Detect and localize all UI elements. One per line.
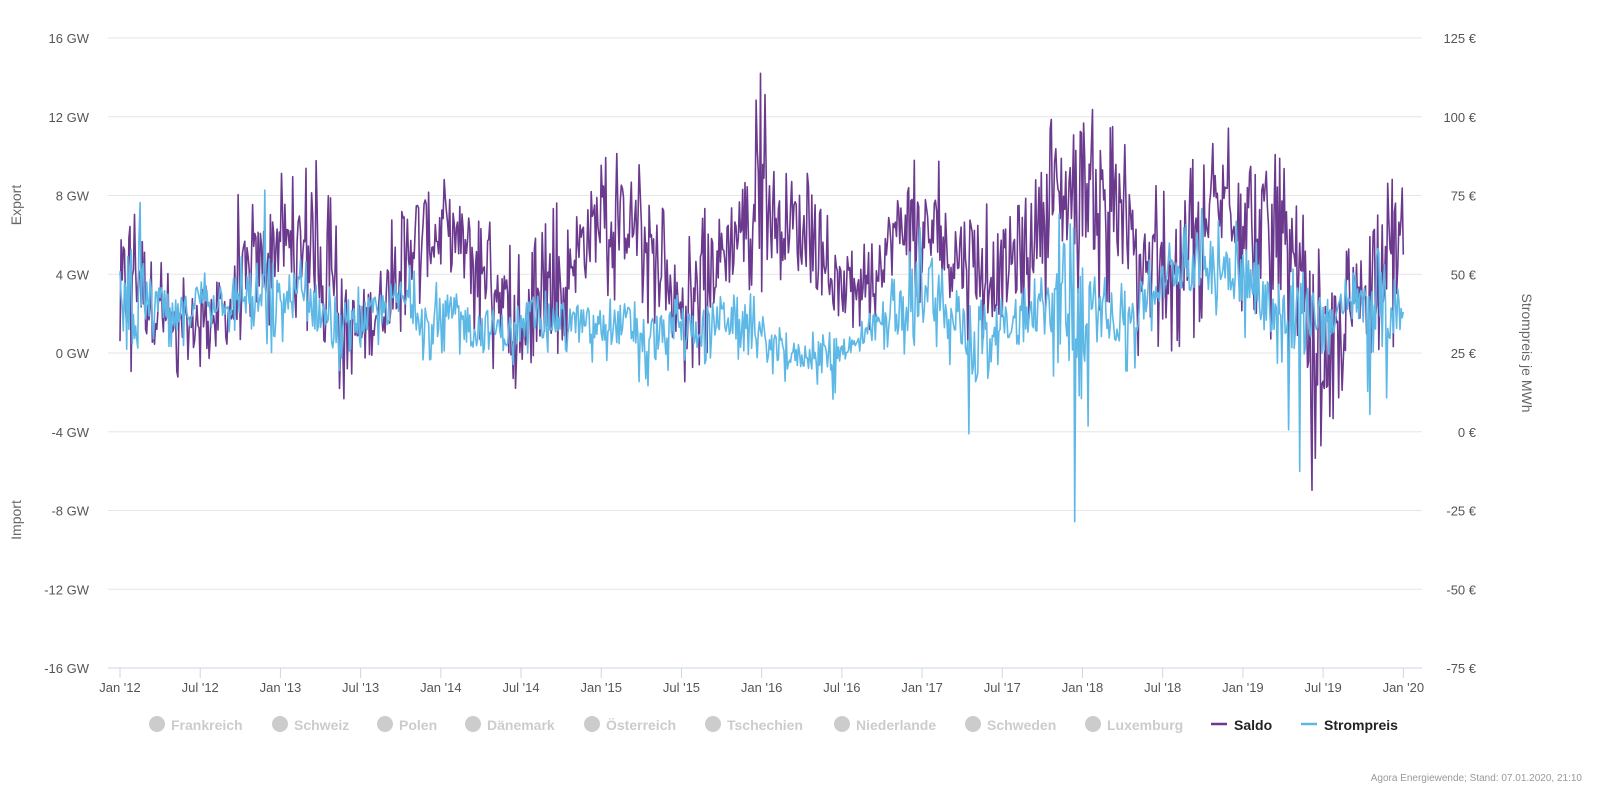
y-left-tick-label: 8 GW	[56, 189, 90, 204]
y-axis-title-import: Import	[8, 500, 24, 540]
legend-item-saldo[interactable]: Saldo	[1211, 717, 1272, 733]
y-right-tick-label: 75 €	[1451, 189, 1477, 204]
x-tick-label: Jul '15	[663, 680, 700, 695]
y-left-tick-label: -12 GW	[44, 582, 90, 597]
legend-marker-circle	[377, 716, 393, 732]
x-tick-label: Jan '18	[1062, 680, 1104, 695]
x-tick-label: Jan '20	[1383, 680, 1425, 695]
x-tick-label: Jul '18	[1144, 680, 1181, 695]
x-tick-label: Jul '17	[984, 680, 1021, 695]
x-tick-label: Jan '16	[741, 680, 783, 695]
x-tick-label: Jul '14	[502, 680, 539, 695]
legend-item-frankreich[interactable]: Frankreich	[149, 716, 243, 733]
legend-marker-circle	[584, 716, 600, 732]
y-left-tick-label: -4 GW	[51, 425, 89, 440]
legend-item-schweden[interactable]: Schweden	[965, 716, 1056, 733]
legend-marker-circle	[834, 716, 850, 732]
legend-item-polen[interactable]: Polen	[377, 716, 437, 733]
legend-item-schweiz[interactable]: Schweiz	[272, 716, 349, 733]
y-right-tick-label: 50 €	[1451, 267, 1477, 282]
y-left-tick-label: 0 GW	[56, 346, 90, 361]
legend-marker-circle	[705, 716, 721, 732]
legend-label: Frankreich	[171, 717, 243, 733]
legend-label: Schweden	[987, 717, 1056, 733]
y-left-tick-label: -8 GW	[51, 504, 89, 519]
legend-item-dänemark[interactable]: Dänemark	[465, 716, 555, 733]
y-left-tick-label: -16 GW	[44, 661, 90, 676]
legend-label: Dänemark	[487, 717, 555, 733]
legend-item-strompreis[interactable]: Strompreis	[1301, 717, 1398, 733]
y-axis-title-right: Strompreis je MWh	[1519, 293, 1535, 412]
x-tick-label: Jan '15	[580, 680, 622, 695]
x-tick-label: Jan '14	[420, 680, 462, 695]
x-tick-label: Jul '16	[823, 680, 860, 695]
legend-label: Schweiz	[294, 717, 349, 733]
y-left-tick-label: 4 GW	[56, 267, 90, 282]
legend-label: Polen	[399, 717, 437, 733]
y-right-tick-label: 25 €	[1451, 346, 1477, 361]
legend-marker-circle	[965, 716, 981, 732]
source-credit: Agora Energiewende; Stand: 07.01.2020, 2…	[1370, 773, 1582, 784]
legend-label: Strompreis	[1324, 717, 1398, 733]
series-layer	[119, 72, 1405, 523]
x-tick-label: Jul '13	[342, 680, 379, 695]
x-tick-label: Jan '17	[901, 680, 943, 695]
legend-marker-circle	[465, 716, 481, 732]
y-right-tick-label: -25 €	[1446, 504, 1476, 519]
x-tick-label: Jul '12	[182, 680, 219, 695]
y-right-tick-label: 0 €	[1458, 425, 1477, 440]
legend-marker-circle	[272, 716, 288, 732]
y-axis-title-export: Export	[8, 185, 24, 226]
legend-item-luxemburg[interactable]: Luxemburg	[1085, 716, 1183, 733]
legend-label: Luxemburg	[1107, 717, 1183, 733]
legend[interactable]: Frankreich Schweiz Polen Dänemark Österreich…	[149, 716, 1398, 733]
legend-item-niederlande[interactable]: Niederlande	[834, 716, 936, 733]
legend-marker-circle	[1085, 716, 1101, 732]
legend-item-tschechien[interactable]: Tschechien	[705, 716, 803, 733]
y-right-tick-label: -50 €	[1446, 582, 1476, 597]
legend-label: Tschechien	[727, 717, 803, 733]
y-left-tick-label: 16 GW	[49, 31, 90, 46]
legend-label: Saldo	[1234, 717, 1272, 733]
series-line-strompreis[interactable]	[119, 189, 1405, 523]
x-tick-label: Jan '19	[1222, 680, 1264, 695]
left-y-axis: 16 GW 12 GW 8 GW 4 GW 0 GW -4 GW -8 GW -12 GW -1…	[44, 31, 90, 676]
legend-marker-circle	[149, 716, 165, 732]
x-tick-label: Jul '19	[1305, 680, 1342, 695]
x-axis: Jan '12 Jul '12 Jan '13 Jul '13 Jan '14 Jul '…	[99, 667, 1425, 695]
legend-label: Niederlande	[856, 717, 936, 733]
legend-label: Österreich	[606, 717, 676, 733]
right-y-axis: 125 € 100 € 75 € 50 € 25 € 0 € -25 € -50 € -75 €	[1443, 31, 1476, 676]
y-right-tick-label: 125 €	[1443, 31, 1476, 46]
y-left-tick-label: 12 GW	[49, 110, 90, 125]
y-right-tick-label: 100 €	[1443, 110, 1476, 125]
series-line-saldo[interactable]	[119, 72, 1405, 491]
x-tick-label: Jan '13	[260, 680, 302, 695]
y-right-tick-label: -75 €	[1446, 661, 1476, 676]
x-tick-label: Jan '12	[99, 680, 141, 695]
legend-item-österreich[interactable]: Österreich	[584, 716, 676, 733]
